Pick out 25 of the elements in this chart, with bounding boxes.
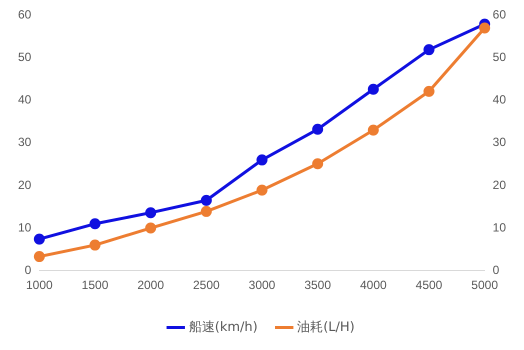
- y2-tick-label: 30: [492, 135, 506, 150]
- x-tick-label: 1500: [82, 278, 109, 292]
- y-tick-label: 0: [24, 262, 32, 277]
- legend-label: 油耗(L/H): [297, 320, 355, 335]
- y-tick-label: 20: [18, 178, 32, 192]
- x-tick-label: 3000: [248, 278, 276, 292]
- x-tick-label: 5000: [471, 278, 498, 292]
- x-tick-label: 4000: [360, 278, 387, 292]
- x-tick-label: 1000: [26, 278, 54, 292]
- x-tick-label: 3500: [304, 278, 332, 292]
- y2-tick-label: 50: [492, 50, 506, 64]
- y-tick-label: 30: [18, 135, 32, 150]
- y2-tick-label: 60: [492, 8, 506, 22]
- x-tick-label: 2000: [137, 278, 164, 292]
- y2-tick-label: 10: [492, 220, 506, 234]
- x-tick-label: 4500: [416, 278, 443, 292]
- legend-label: 船速(km/h): [188, 320, 258, 335]
- y2-tick-label: 0: [492, 262, 500, 277]
- y2-tick-label: 20: [492, 178, 506, 192]
- y-tick-label: 60: [18, 8, 32, 22]
- x-tick-label: 2500: [192, 278, 220, 292]
- y-tick-label: 40: [18, 92, 32, 107]
- y-tick-label: 50: [18, 50, 32, 64]
- y-tick-label: 10: [18, 220, 32, 234]
- y2-tick-label: 40: [492, 92, 506, 107]
